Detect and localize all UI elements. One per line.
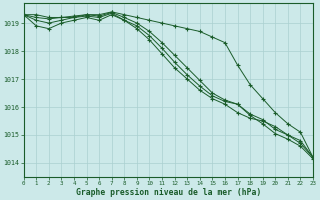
X-axis label: Graphe pression niveau de la mer (hPa): Graphe pression niveau de la mer (hPa): [76, 188, 261, 197]
